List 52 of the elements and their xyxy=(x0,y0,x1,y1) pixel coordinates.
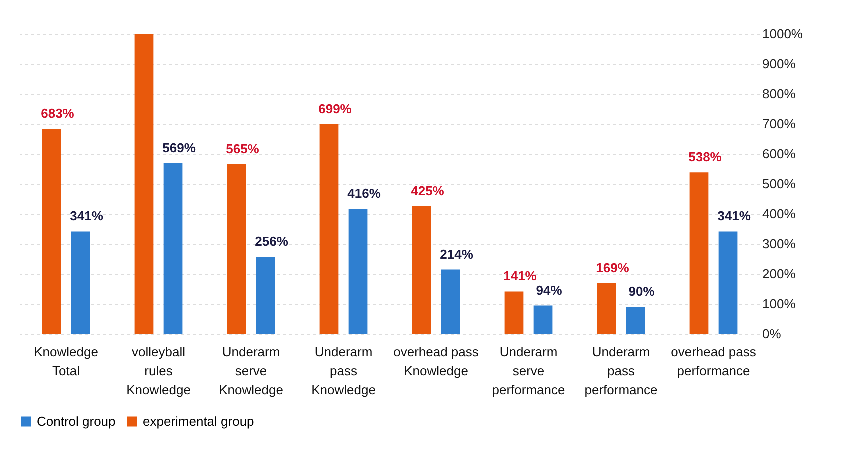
data-label: 699% xyxy=(318,101,352,116)
bar xyxy=(412,206,432,334)
x-tick-label: Underarm serve Knowledge xyxy=(219,344,284,398)
legend-label: Control group xyxy=(37,414,116,429)
x-tick-label: Underarm serve performance xyxy=(492,344,566,398)
bar xyxy=(597,283,616,334)
bar xyxy=(227,164,246,334)
data-label: 90% xyxy=(628,284,656,299)
legend-label: experimental group xyxy=(143,414,254,429)
bar xyxy=(134,34,154,334)
data-label: 538% xyxy=(688,150,722,165)
y-tick-label: 800% xyxy=(762,86,796,102)
data-label: 683% xyxy=(41,106,75,122)
y-tick-label: 400% xyxy=(762,206,796,222)
data-label: 141% xyxy=(504,268,538,284)
y-tick-label: 300% xyxy=(762,236,796,252)
data-label: 169% xyxy=(596,260,630,276)
data-label: 416% xyxy=(348,186,382,202)
data-label: 569% xyxy=(162,140,196,156)
x-tick-label: volleyball rules Knowledge xyxy=(126,344,191,398)
y-tick-label: 200% xyxy=(762,266,796,282)
bar xyxy=(42,129,62,334)
bar xyxy=(164,163,183,334)
x-tick-label: Underarm pass performance xyxy=(584,344,658,398)
data-label: 214% xyxy=(440,246,474,262)
y-tick-label: 900% xyxy=(762,56,796,72)
x-tick-label: overhead pass Knowledge xyxy=(394,344,480,378)
y-tick-label: 1000% xyxy=(762,26,804,42)
data-label: 425% xyxy=(411,184,445,198)
x-tick-label: overhead pass performance xyxy=(671,344,757,378)
bar xyxy=(690,172,709,334)
data-label: 94% xyxy=(536,282,563,298)
bar xyxy=(348,209,368,334)
bar xyxy=(256,257,276,334)
y-tick-label: 600% xyxy=(762,146,796,162)
y-tick-label: 700% xyxy=(762,116,796,132)
bar xyxy=(718,232,738,334)
data-label: 341% xyxy=(70,208,104,224)
data-label: 565% xyxy=(226,142,260,156)
bar xyxy=(534,306,553,334)
bar xyxy=(626,307,646,334)
y-tick-label: 0% xyxy=(762,326,782,342)
bar xyxy=(504,292,524,334)
x-tick-label: Underarm pass Knowledge xyxy=(312,344,376,398)
x-tick-label: Knowledge Total xyxy=(34,344,98,378)
y-tick-label: 100% xyxy=(762,296,796,312)
data-label: 341% xyxy=(718,208,752,224)
bar xyxy=(441,270,460,334)
bar xyxy=(71,232,90,334)
data-label: 256% xyxy=(255,234,289,250)
y-tick-label: 500% xyxy=(762,176,796,192)
bar xyxy=(320,124,339,334)
